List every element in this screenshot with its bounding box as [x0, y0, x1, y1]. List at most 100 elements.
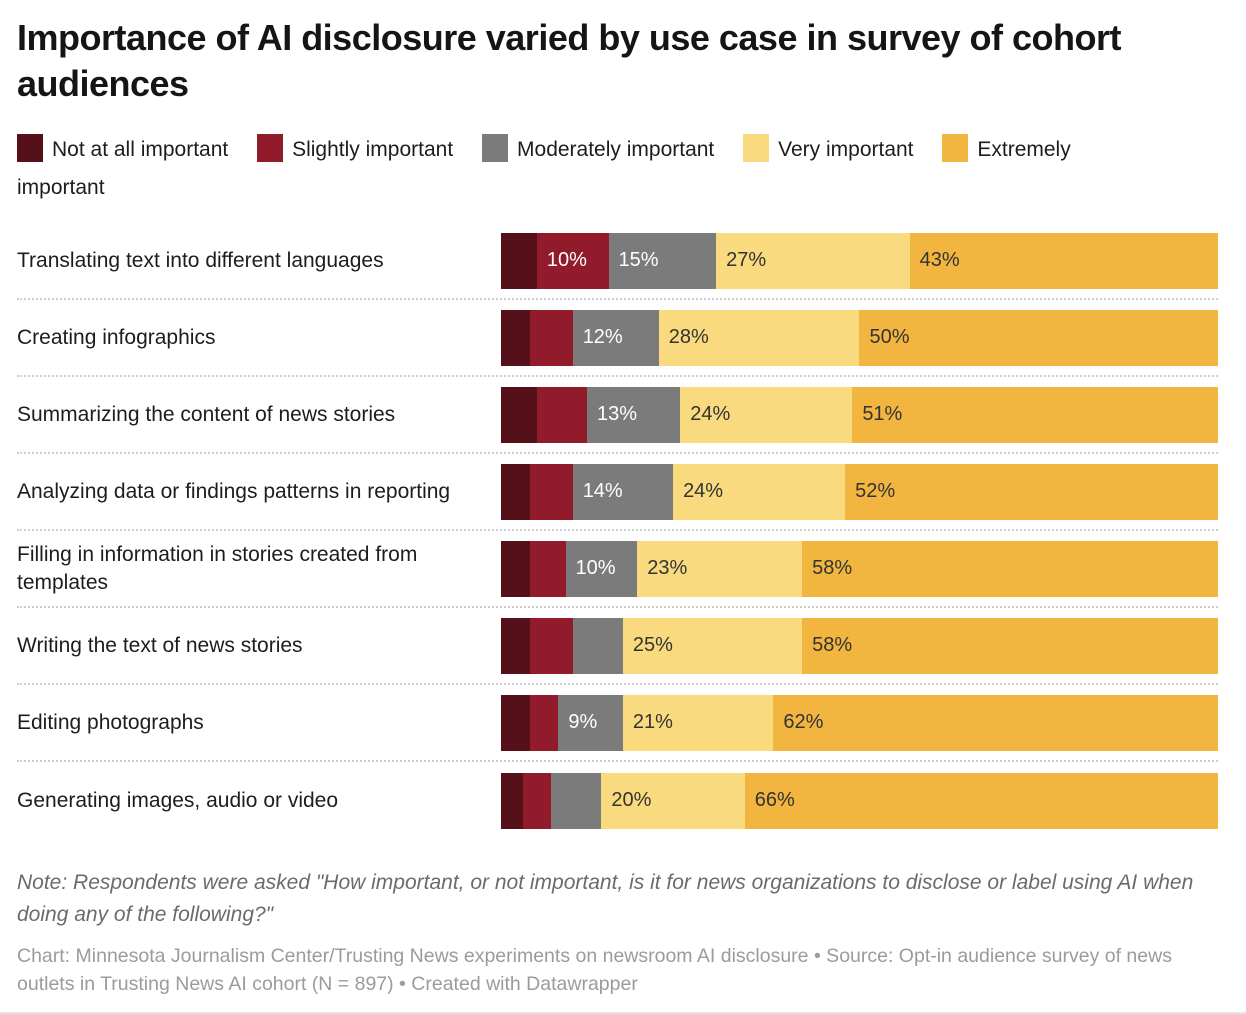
- stacked-bar: 10% 23% 58%: [501, 540, 1218, 597]
- value-label: 24%: [690, 403, 731, 426]
- bar-segment-extremely-important: 51%: [852, 386, 1218, 443]
- legend-item-moderately-important: Moderately important: [482, 134, 715, 163]
- bar-segment-not-at-all-important: [501, 617, 530, 674]
- bar-segment-very-important: 24%: [673, 463, 846, 520]
- chart-row: Analyzing data or findings patterns in r…: [17, 454, 1218, 532]
- bar-segment-slightly-important: [529, 617, 573, 674]
- legend-label: Moderately important: [517, 138, 715, 162]
- value-label: 10%: [575, 557, 616, 580]
- value-label: 20%: [611, 789, 652, 812]
- value-label: 23%: [647, 557, 688, 580]
- bar-segment-slightly-important: [529, 463, 573, 520]
- bar-segment-extremely-important: 50%: [859, 309, 1218, 366]
- bar-segment-moderately-important: 14%: [572, 463, 674, 520]
- bar-segment-slightly-important: 10%: [536, 232, 609, 289]
- legend-label: Not at all important: [52, 138, 229, 162]
- legend-label: Very important: [778, 138, 914, 162]
- stacked-bar: 12% 28% 50%: [501, 309, 1218, 366]
- bar-segment-moderately-important: 13%: [587, 386, 681, 443]
- stacked-bar: 25% 58%: [501, 617, 1218, 674]
- bar-segment-extremely-important: 52%: [845, 463, 1218, 520]
- legend-swatch-icon: [482, 134, 509, 163]
- bar-segment-not-at-all-important: [501, 232, 537, 289]
- value-label: 58%: [812, 634, 853, 657]
- chart-title: Importance of AI disclosure varied by us…: [17, 17, 1122, 105]
- bar-segment-extremely-important: 58%: [802, 540, 1218, 597]
- value-label: 51%: [862, 403, 903, 426]
- legend-item-slightly-important: Slightly important: [257, 134, 453, 163]
- value-label: 12%: [582, 326, 623, 349]
- value-label: 25%: [632, 634, 673, 657]
- bar-segment-very-important: 27%: [716, 232, 910, 289]
- value-label: 10%: [546, 249, 587, 272]
- bar-segment-slightly-important: [536, 386, 588, 443]
- legend-item-extremely-important: Extremely important: [17, 134, 1071, 200]
- chart-row: Translating text into different language…: [17, 223, 1218, 301]
- stacked-bar: 10% 15% 27% 43%: [501, 232, 1218, 289]
- category-label: Translating text into different language…: [17, 249, 384, 272]
- legend-swatch-icon: [743, 134, 770, 163]
- bar-segment-slightly-important: [529, 540, 566, 597]
- stacked-bar: 13% 24% 51%: [501, 386, 1218, 443]
- bar-segment-very-important: 25%: [622, 617, 803, 674]
- bar-segment-very-important: 24%: [680, 386, 853, 443]
- category-label: Summarizing the content of news stories: [17, 403, 396, 426]
- value-label: 9%: [568, 711, 598, 734]
- legend-swatch-icon: [17, 134, 43, 163]
- bar-segment-moderately-important: [572, 617, 623, 674]
- bar-segment-moderately-important: 10%: [565, 540, 638, 597]
- chart-row: Filling in information in stories create…: [17, 531, 1218, 609]
- bar-segment-very-important: 23%: [637, 540, 803, 597]
- bar-segment-not-at-all-important: [501, 309, 530, 366]
- value-label: 50%: [869, 326, 910, 349]
- bar-segment-extremely-important: 58%: [802, 617, 1218, 674]
- bar-segment-extremely-important: 66%: [744, 772, 1218, 829]
- bar-chart: Translating text into different language…: [17, 223, 1218, 839]
- bar-segment-extremely-important: 62%: [773, 694, 1218, 751]
- category-label: Generating images, audio or video: [17, 789, 339, 812]
- value-label: 14%: [582, 480, 623, 503]
- bar-segment-slightly-important: [529, 309, 573, 366]
- bar-segment-not-at-all-important: [501, 694, 530, 751]
- chart-row: Summarizing the content of news stories 1…: [17, 377, 1218, 455]
- bar-segment-very-important: 21%: [622, 694, 774, 751]
- value-label: 13%: [597, 403, 638, 426]
- stacked-bar: 14% 24% 52%: [501, 463, 1218, 520]
- value-label: 28%: [668, 326, 709, 349]
- value-label: 21%: [632, 711, 673, 734]
- legend-item-very-important: Very important: [743, 134, 914, 163]
- value-label: 62%: [783, 711, 824, 734]
- legend-label: Extremely important: [17, 138, 1071, 200]
- legend-swatch-icon: [257, 134, 284, 163]
- legend-swatch-icon: [942, 134, 969, 163]
- category-label: Filling in information in stories create…: [17, 543, 418, 594]
- bar-segment-moderately-important: 15%: [608, 232, 717, 289]
- chart-row: Creating infographics 12% 28% 50%: [17, 300, 1218, 378]
- value-label: 66%: [754, 789, 795, 812]
- bar-segment-moderately-important: 9%: [558, 694, 623, 751]
- bar-segment-not-at-all-important: [501, 463, 530, 520]
- stacked-bar: 20% 66%: [501, 772, 1218, 829]
- chart-row: Writing the text of news stories 25% 58%: [17, 608, 1218, 686]
- bar-segment-not-at-all-important: [501, 772, 523, 829]
- legend-item-not-at-all-important: Not at all important: [17, 134, 229, 163]
- bar-segment-very-important: 20%: [601, 772, 745, 829]
- stacked-bar: 9% 21% 62%: [501, 694, 1218, 751]
- value-label: 58%: [812, 557, 853, 580]
- bar-segment-not-at-all-important: [501, 540, 530, 597]
- category-label: Editing photographs: [17, 711, 204, 734]
- bar-segment-slightly-important: [529, 694, 559, 751]
- chart-row: Editing photographs 9% 21% 62%: [17, 685, 1218, 763]
- value-label: 27%: [726, 249, 767, 272]
- chart-row: Generating images, audio or video 20% 66%: [17, 762, 1218, 839]
- chart-note: Note: Respondents were asked "How import…: [17, 871, 1194, 926]
- bottom-divider: [0, 1012, 1246, 1014]
- category-label: Writing the text of news stories: [17, 634, 303, 657]
- bar-segment-very-important: 28%: [658, 309, 860, 366]
- value-label: 43%: [919, 249, 960, 272]
- bar-segment-slightly-important: [522, 772, 552, 829]
- value-label: 24%: [683, 480, 724, 503]
- category-label: Creating infographics: [17, 326, 216, 349]
- value-label: 15%: [618, 249, 659, 272]
